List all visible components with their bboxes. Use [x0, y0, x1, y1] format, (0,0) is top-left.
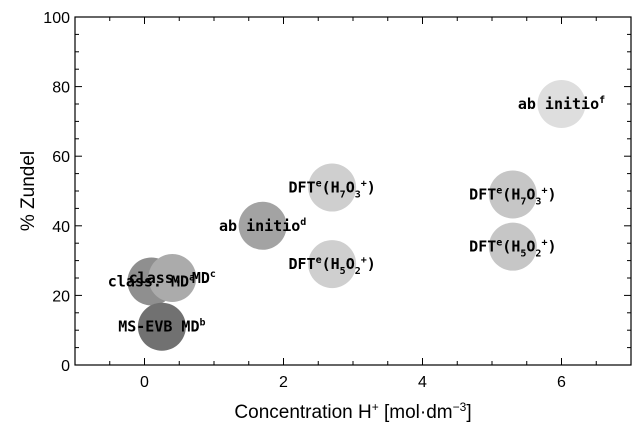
- data-point-marker: [488, 170, 537, 219]
- data-point-label: DFTe(H7O3+): [288, 179, 375, 201]
- y-tick-label: 0: [61, 358, 70, 375]
- x-axis-title: Concentration H+ [mol·dm−3]: [234, 400, 471, 422]
- data-point-label: ab initiod: [219, 217, 306, 235]
- y-tick-label: 40: [52, 219, 70, 236]
- y-tick-label: 100: [43, 10, 70, 27]
- data-point-label: DFTe(H5O2+): [469, 238, 556, 260]
- data-point-label: ab initiof: [518, 95, 605, 113]
- data-point-marker: [308, 240, 357, 289]
- x-tick-label: 4: [418, 374, 427, 391]
- data-point-marker: [137, 302, 186, 351]
- x-tick-label: 2: [279, 374, 288, 391]
- marker-layer: [127, 80, 586, 351]
- y-tick-label: 60: [52, 149, 70, 166]
- data-point-marker: [238, 201, 287, 250]
- x-tick-label: 6: [557, 374, 566, 391]
- data-point-label: MS-EVB MDb: [118, 318, 205, 336]
- x-tick-label: 0: [140, 374, 149, 391]
- data-point-marker: [308, 163, 357, 212]
- data-point-marker: [148, 254, 197, 302]
- data-point-marker: [537, 80, 586, 128]
- data-point-label: DFTe(H7O3+): [469, 185, 556, 207]
- y-tick-label: 80: [52, 80, 70, 97]
- data-point-label: class. MDa: [108, 272, 195, 290]
- data-point-label: DFTe(H5O2+): [288, 255, 375, 277]
- data-point-marker: [488, 222, 537, 271]
- y-tick-label: 20: [52, 288, 70, 305]
- y-axis-title: % Zundel: [18, 151, 39, 231]
- data-point-label: class. MDc: [129, 269, 216, 287]
- axes-layer: 0 20 40 60 80 100 0 2 4 6: [43, 10, 632, 391]
